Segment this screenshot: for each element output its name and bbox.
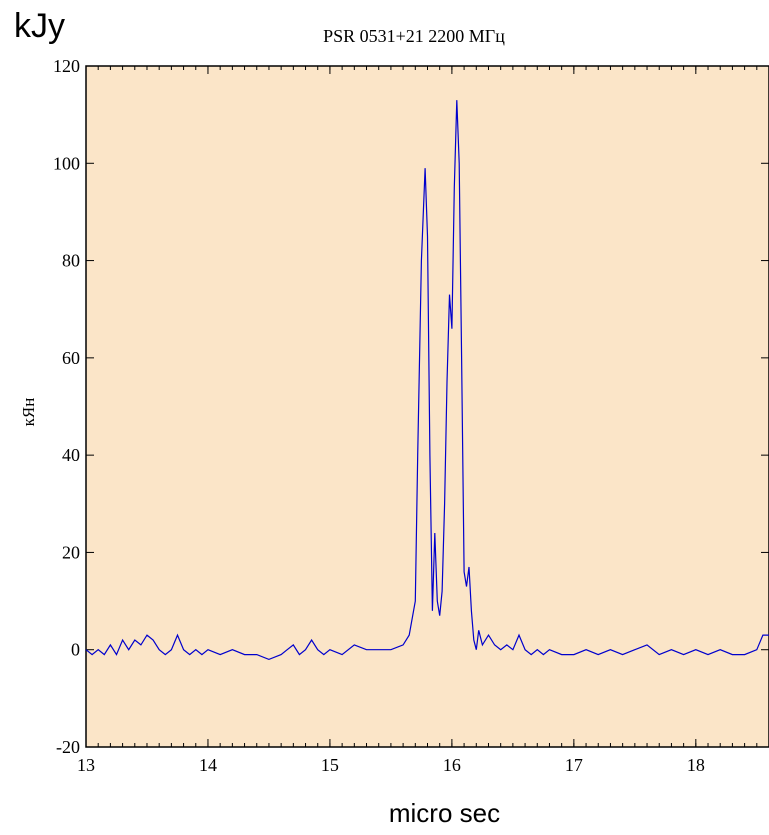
x-axis-label: micro sec <box>388 798 501 828</box>
plot-area-group: 13 14 15 16 17 18 -20 0 20 40 60 80 100 120 <box>53 56 769 775</box>
y-tick-label: 20 <box>62 542 80 562</box>
series-line <box>85 100 769 661</box>
y-axis-label: кЯн <box>19 398 38 427</box>
chart-title: PSR 0531+21 2200 МГц <box>323 26 505 46</box>
y-tick-label: 40 <box>62 445 80 465</box>
x-tick-label: 18 <box>687 755 705 775</box>
y-tick-label: 80 <box>62 251 80 271</box>
x-tick-label: 14 <box>199 755 217 775</box>
y-tick-label: 120 <box>53 56 80 76</box>
x-tick-label: 16 <box>443 755 461 775</box>
x-tick-label: 17 <box>565 755 583 775</box>
y-tick-label: 60 <box>62 348 80 368</box>
y-tick-label: 100 <box>53 153 80 173</box>
x-tick-label: 15 <box>321 755 339 775</box>
x-tick-label: 13 <box>77 755 95 775</box>
plot-frame <box>85 65 769 748</box>
y-tick-label: 0 <box>71 640 80 660</box>
y-tick-label: -20 <box>56 737 80 757</box>
plot-background <box>86 66 769 747</box>
unit-label: kJy <box>14 7 65 45</box>
